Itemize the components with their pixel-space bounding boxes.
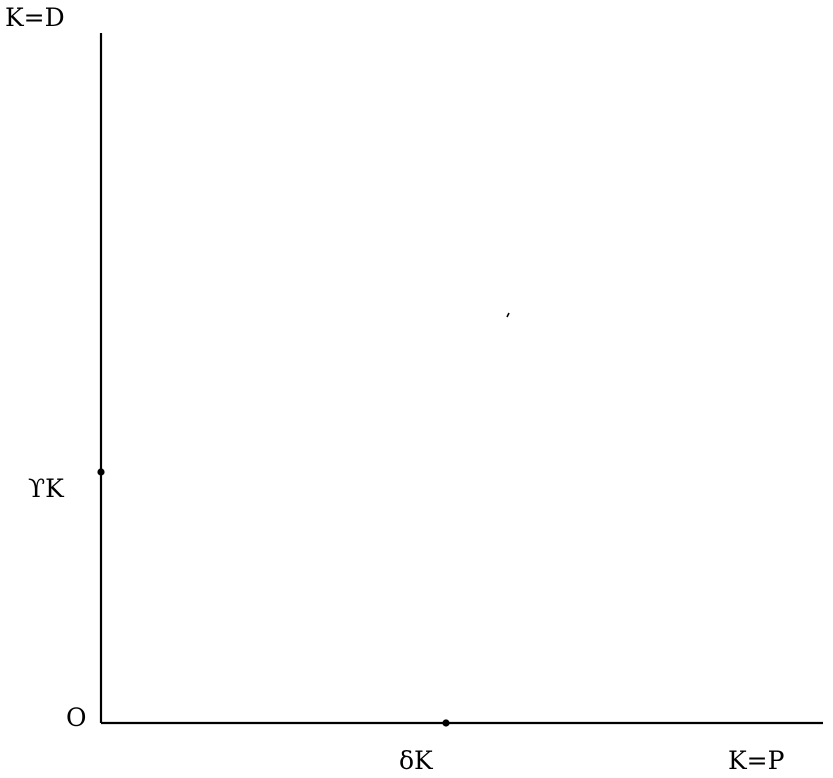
origin-label: O bbox=[66, 703, 87, 732]
x-axis-right-label: K=P bbox=[728, 746, 784, 775]
y-axis-point-label: ϒK bbox=[28, 474, 65, 503]
x-axis-point-label: δK bbox=[399, 746, 434, 775]
stray-mark bbox=[506, 312, 510, 318]
x-axis-point-marker bbox=[442, 719, 450, 727]
y-axis-point-marker bbox=[97, 468, 105, 476]
y-axis-top-label: K=D bbox=[5, 3, 65, 32]
